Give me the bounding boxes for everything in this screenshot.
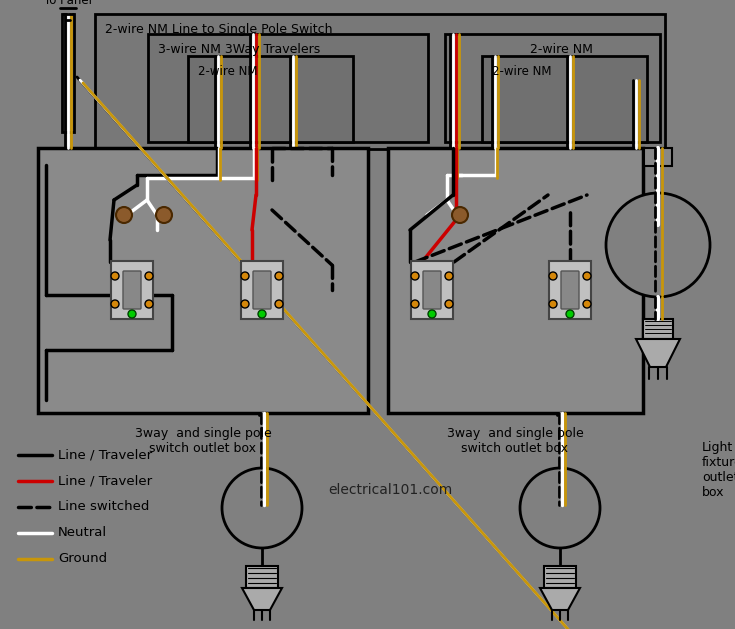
FancyBboxPatch shape: [644, 148, 672, 166]
FancyBboxPatch shape: [253, 271, 271, 309]
Polygon shape: [636, 339, 680, 367]
FancyBboxPatch shape: [38, 148, 368, 413]
Circle shape: [549, 300, 557, 308]
Circle shape: [549, 272, 557, 280]
Circle shape: [145, 272, 153, 280]
FancyBboxPatch shape: [423, 271, 441, 309]
Circle shape: [156, 207, 172, 223]
Text: Line switched: Line switched: [58, 501, 149, 513]
Text: 3way  and single pole
switch outlet box: 3way and single pole switch outlet box: [447, 427, 584, 455]
FancyBboxPatch shape: [123, 271, 141, 309]
Circle shape: [241, 300, 249, 308]
FancyBboxPatch shape: [111, 261, 153, 319]
Text: Ground: Ground: [58, 552, 107, 565]
Circle shape: [411, 272, 419, 280]
Circle shape: [258, 310, 266, 318]
Circle shape: [520, 468, 600, 548]
Circle shape: [111, 272, 119, 280]
Circle shape: [111, 300, 119, 308]
FancyBboxPatch shape: [445, 34, 660, 142]
Circle shape: [452, 207, 468, 223]
FancyBboxPatch shape: [411, 261, 453, 319]
Circle shape: [606, 193, 710, 297]
Circle shape: [145, 300, 153, 308]
FancyBboxPatch shape: [95, 14, 665, 149]
Circle shape: [116, 207, 132, 223]
Text: Neutral: Neutral: [58, 526, 107, 540]
FancyBboxPatch shape: [561, 271, 579, 309]
Polygon shape: [242, 588, 282, 610]
FancyBboxPatch shape: [388, 148, 643, 413]
FancyBboxPatch shape: [246, 566, 278, 588]
Circle shape: [275, 300, 283, 308]
FancyBboxPatch shape: [148, 34, 428, 142]
Circle shape: [275, 272, 283, 280]
Circle shape: [445, 300, 453, 308]
Circle shape: [241, 272, 249, 280]
FancyBboxPatch shape: [482, 56, 647, 142]
Text: Line / Traveler: Line / Traveler: [58, 448, 152, 462]
Circle shape: [411, 300, 419, 308]
Circle shape: [222, 468, 302, 548]
Text: 2-wire NM: 2-wire NM: [530, 43, 593, 56]
FancyBboxPatch shape: [643, 319, 673, 339]
Text: 2-wire NM Line to Single Pole Switch: 2-wire NM Line to Single Pole Switch: [105, 23, 332, 36]
Text: 2-wire NM: 2-wire NM: [492, 65, 551, 78]
FancyBboxPatch shape: [544, 566, 576, 588]
Text: 2-wire NM: 2-wire NM: [198, 65, 257, 78]
Text: Line / Traveler: Line / Traveler: [58, 474, 152, 487]
Text: 3way  and single pole
switch outlet box: 3way and single pole switch outlet box: [135, 427, 271, 455]
FancyBboxPatch shape: [549, 261, 591, 319]
Text: 3-wire NM 3Way Travelers: 3-wire NM 3Way Travelers: [158, 43, 320, 56]
Circle shape: [428, 310, 436, 318]
Circle shape: [583, 300, 591, 308]
Text: Light
fixture
outlet
box: Light fixture outlet box: [702, 441, 735, 499]
Polygon shape: [540, 588, 580, 610]
FancyBboxPatch shape: [241, 261, 283, 319]
Circle shape: [128, 310, 136, 318]
Circle shape: [445, 272, 453, 280]
FancyBboxPatch shape: [188, 56, 353, 142]
FancyBboxPatch shape: [62, 14, 74, 132]
Text: electrical101.com: electrical101.com: [328, 483, 452, 497]
Text: To Panel: To Panel: [44, 0, 92, 7]
Circle shape: [583, 272, 591, 280]
Circle shape: [566, 310, 574, 318]
